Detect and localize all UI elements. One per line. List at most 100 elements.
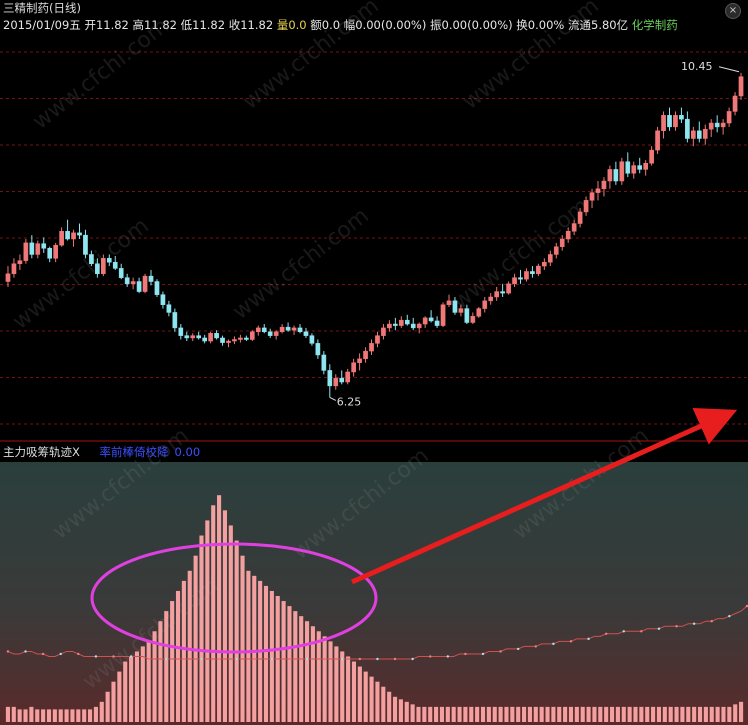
candle-body [685,118,690,139]
candle-body [59,231,64,246]
indicator-bar [222,510,227,722]
indicator-bar [651,706,656,722]
indicator-bar [387,691,392,722]
indicator-line-layer [6,604,748,661]
candle-body [261,327,267,333]
change-value: 0.00(0.00%) [355,18,427,32]
candle-body [363,350,368,360]
candle-body [309,335,315,344]
indicator-bar [498,706,503,722]
indicator-bar [668,706,673,722]
indicator-line-point [640,630,643,633]
indicator-line-point [569,640,573,643]
indicator-line-point [587,637,590,641]
candle-body [339,377,345,383]
candle-body [631,165,637,174]
indicator-line-point [270,657,274,661]
indicator-bar [304,621,310,722]
indicator-line-point [604,632,608,635]
candle-body [536,265,541,275]
candle-body [518,277,523,280]
turnover-value: 0.00% [527,18,565,32]
candle-body [244,337,249,340]
indicator-bar [645,706,650,722]
indicator-bar [310,626,315,722]
amplitude-value: 0.00(0.00%) [441,18,513,32]
legend-value: 0.00 [174,445,201,459]
amount-label: 额 [310,18,322,32]
trend-arrow [350,407,738,585]
indicator-line-point [165,657,168,661]
close-icon[interactable]: × [725,3,741,19]
indicator-bar [621,706,626,722]
indicator-bar [721,706,726,722]
candle-body [542,261,547,267]
indicator-bar [727,706,732,722]
indicator-bar [598,706,603,722]
candle-body [148,275,154,282]
indicator-bar [263,585,269,722]
candle-body [95,263,100,275]
indicator-bar [428,706,433,722]
candle-body [476,308,482,317]
candle-body [661,115,666,132]
indicator-line-point [728,614,731,618]
legend-label: 率前棒倚校降 [99,445,169,459]
candle-body [285,326,291,331]
indicator-bar [469,706,474,722]
indicator-line-point [710,620,713,623]
indicator-line-point [217,657,221,661]
indicator-bar [692,706,697,722]
candle-body [637,165,643,170]
candle-body [726,111,732,124]
candle-body [333,377,339,387]
candle-body [178,327,184,336]
indicator-bar [504,706,509,722]
indicator-line-point [534,645,537,648]
indicator-bar [334,646,339,722]
candle-body [601,180,607,189]
indicator-bar [697,706,703,722]
candle-body [65,231,70,240]
candle-body [89,254,94,264]
candle-body [220,337,225,343]
indicator-bar [87,709,93,722]
indicator-bar [181,580,186,722]
float-label: 流通 [568,18,591,32]
candle-body [714,122,720,128]
candle-body [291,327,297,331]
indicator-bar [533,706,538,722]
sector-label: 化学制药 [631,18,678,32]
candle-body [667,115,672,128]
indicator-line-point [657,627,661,630]
watermark-text: www.cfchi.com [8,213,153,334]
candle-body [71,232,76,240]
indicator-bar [627,706,632,722]
indicator-bar [604,706,609,722]
candle-body [255,327,261,333]
indicator-bar [656,706,662,722]
candle-body [279,326,285,333]
candle-body [559,238,565,247]
candle-body [613,169,619,182]
candle-body [166,304,172,313]
indicator-line-point [253,657,256,661]
indicator-bar [680,706,685,722]
indicator-bar [205,520,210,722]
indicator-line-point [745,604,748,608]
candle-body [404,319,410,325]
close-value: 11.82 [240,18,274,32]
watermark-text: www.cfchi.com [28,13,173,134]
indicator-bar [281,601,286,722]
annotations-layer: 10.45 6.25 [329,60,740,408]
indicator-bar [152,631,157,722]
indicator-bar [568,706,574,722]
indicator-bar [363,671,368,722]
candle-body [297,327,303,333]
indicator-line-point [129,655,133,658]
indicator-bar [70,709,75,722]
indicator-line-point [288,657,291,661]
stock-title: 三精制药(日线) [3,1,81,15]
candle-body [708,122,714,130]
indicator-bar [105,691,110,722]
